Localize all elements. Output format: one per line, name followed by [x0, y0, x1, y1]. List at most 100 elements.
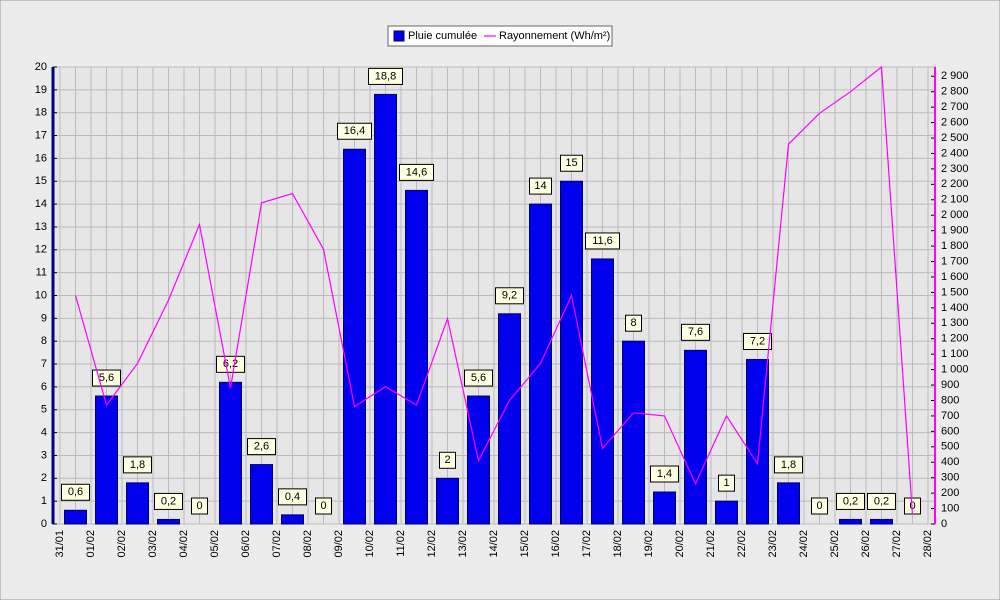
y-tick-label: 18: [35, 107, 47, 119]
y2-tick-label: 400: [941, 456, 959, 468]
x-tick-label: 16/02: [550, 530, 562, 558]
x-tick-label: 12/02: [426, 530, 438, 558]
x-tick-label: 24/02: [798, 530, 810, 558]
bar: [126, 482, 149, 525]
value-label-box: [774, 456, 803, 474]
value-label-box: [315, 497, 332, 515]
value-label-box: [399, 163, 434, 181]
y-tick-label: 10: [35, 289, 47, 301]
value-label: 1,4: [657, 468, 672, 480]
bar: [64, 509, 87, 525]
value-label: 7,6: [688, 326, 703, 338]
x-tick-label: 18/02: [612, 530, 624, 558]
bar: [95, 395, 118, 525]
y-tick-label: 4: [41, 427, 47, 439]
value-label-box: [811, 497, 828, 515]
legend-swatch: [393, 30, 405, 42]
y2-tick-label: 2 100: [941, 194, 969, 206]
y2-tick-label: 2 900: [941, 70, 969, 82]
value-label: 11,6: [592, 235, 613, 247]
value-label: 0: [816, 500, 822, 512]
value-label: 14,6: [406, 166, 427, 178]
y-tick-label: 9: [41, 312, 47, 324]
value-label: 0,4: [285, 491, 300, 503]
y2-tick-label: 2 600: [941, 116, 969, 128]
x-tick-label: 04/02: [178, 530, 190, 558]
x-tick-label: 06/02: [240, 530, 252, 558]
legend-label: Pluie cumulée: [408, 30, 477, 42]
value-label-box: [529, 177, 552, 195]
value-label-box: [681, 323, 710, 341]
x-tick-label: 25/02: [829, 530, 841, 558]
y-tick-label: 14: [35, 198, 47, 210]
y2-tick-label: 2 300: [941, 163, 969, 175]
bar: [870, 518, 893, 525]
value-label: 0,6: [68, 486, 83, 498]
value-label-box: [154, 492, 183, 510]
bar: [746, 358, 769, 525]
value-label-box: [836, 492, 865, 510]
x-tick-label: 07/02: [271, 530, 283, 558]
bar: [839, 518, 862, 525]
y-tick-label: 8: [41, 335, 47, 347]
y-tick-label: 1: [41, 495, 47, 507]
x-tick-label: 31/01: [54, 530, 66, 558]
bar: [498, 313, 521, 525]
y-tick-label: 6: [41, 381, 47, 393]
x-tick-label: 28/02: [922, 530, 934, 558]
value-label: 1: [723, 477, 729, 489]
value-label-box: [718, 474, 735, 492]
value-label-box: [123, 456, 152, 474]
x-tick-label: 17/02: [581, 530, 593, 558]
y2-tick-label: 2 400: [941, 147, 969, 159]
value-label-box: [216, 355, 245, 373]
y2-tick-label: 2 700: [941, 101, 969, 113]
bar: [343, 148, 366, 525]
value-label: 0,2: [843, 495, 858, 507]
y2-tick-label: 200: [941, 487, 959, 499]
value-label-box: [585, 232, 620, 250]
x-tick-label: 19/02: [643, 530, 655, 558]
value-label-box: [278, 488, 307, 506]
legend-label: Rayonnement (Wh/m²): [499, 30, 610, 42]
value-label: 0: [320, 500, 326, 512]
y2-tick-label: 600: [941, 425, 959, 437]
y-tick-label: 20: [35, 61, 47, 73]
value-label: 2,6: [254, 440, 269, 452]
bar: [281, 514, 304, 525]
value-label: 14: [534, 180, 546, 192]
value-label: 0: [909, 500, 915, 512]
value-label-box: [650, 465, 679, 483]
y-tick-label: 19: [35, 84, 47, 96]
bar: [715, 500, 738, 525]
y2-tick-label: 1 600: [941, 271, 969, 283]
value-label-box: [247, 438, 276, 456]
value-label-box: [560, 154, 583, 172]
bar: [622, 340, 645, 525]
x-tick-label: 23/02: [767, 530, 779, 558]
x-tick-label: 09/02: [333, 530, 345, 558]
value-label: 1,8: [781, 459, 796, 471]
line: [74, 65, 914, 515]
y-tick-label: 5: [41, 404, 47, 416]
y2-tick-label: 1 300: [941, 317, 969, 329]
x-tick-label: 08/02: [302, 530, 314, 558]
value-label: 0,2: [874, 495, 889, 507]
y2-tick-label: 300: [941, 472, 959, 484]
y2-tick-label: 2 200: [941, 178, 969, 190]
x-tick-label: 01/02: [85, 530, 97, 558]
x-tick-label: 27/02: [891, 530, 903, 558]
y-tick-label: 15: [35, 175, 47, 187]
y2-tick-label: 1 800: [941, 240, 969, 252]
bar: [157, 518, 180, 525]
y-tick-label: 13: [35, 221, 47, 233]
y2-tick-label: 1 200: [941, 333, 969, 345]
y-tick-label: 12: [35, 244, 47, 256]
value-label-box: [495, 287, 524, 305]
value-label: 8: [630, 317, 636, 329]
x-tick-label: 13/02: [457, 530, 469, 558]
value-label-box: [464, 369, 493, 387]
bar: [653, 491, 676, 525]
x-tick-label: 26/02: [860, 530, 872, 558]
value-label-box: [61, 483, 90, 501]
